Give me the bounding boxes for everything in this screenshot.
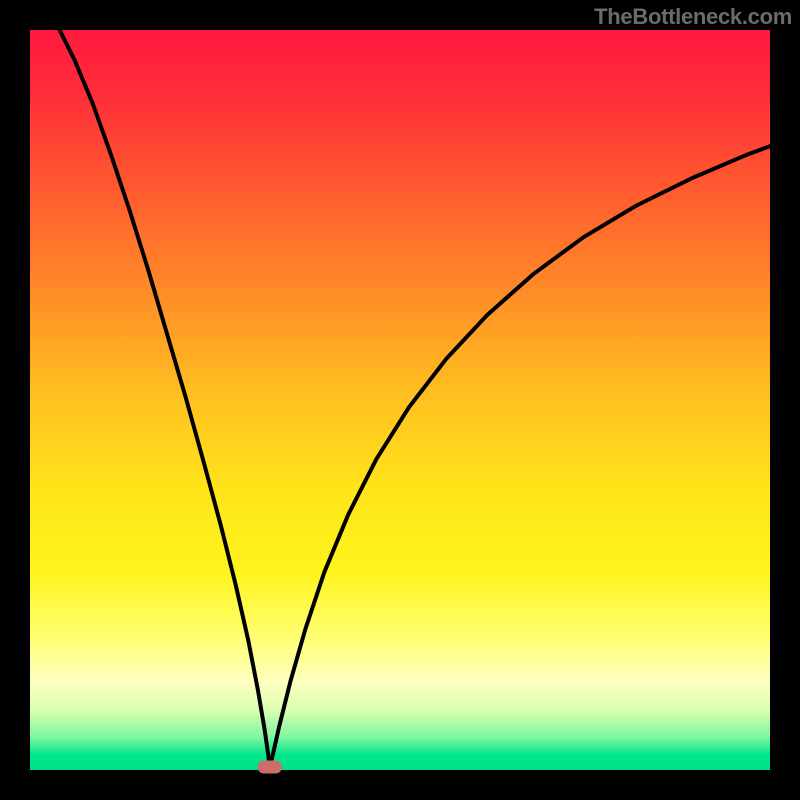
chart-svg — [0, 0, 800, 800]
chart-plot-background — [30, 30, 770, 770]
watermark-text: TheBottleneck.com — [594, 4, 792, 30]
bottleneck-chart-container: TheBottleneck.com — [0, 0, 800, 800]
optimal-point-marker — [258, 761, 282, 774]
